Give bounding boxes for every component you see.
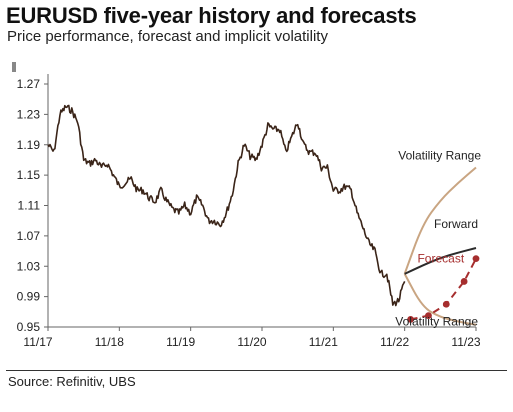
x-tick-label: 11/23 — [451, 335, 480, 349]
chart-subtitle: Price performance, forecast and implicit… — [7, 28, 328, 45]
forecast-point — [425, 312, 432, 320]
plot-area — [47, 104, 480, 326]
eurusd-chart: 1.271.231.191.151.111.071.030.990.9511/1… — [12, 62, 481, 349]
y-axis-marker — [12, 62, 16, 72]
history-line — [47, 104, 406, 307]
annotations: Volatility Range Forward Forecast Volatilit… — [395, 149, 481, 329]
x-tick-label: 11/19 — [166, 335, 195, 349]
forecast-line — [410, 258, 477, 321]
y-tick-label: 0.99 — [17, 290, 41, 304]
forward-line — [404, 247, 477, 275]
y-tick-label: 1.27 — [17, 77, 41, 91]
forecast-point — [460, 278, 468, 285]
x-tick-label: 11/21 — [309, 335, 338, 349]
label-forecast: Forecast — [417, 252, 464, 266]
y-tick-label: 1.03 — [17, 259, 41, 273]
label-forward: Forward — [434, 217, 478, 231]
y-tick-label: 1.19 — [17, 138, 41, 152]
x-tick-label: 11/22 — [380, 335, 409, 349]
volatility-lower-line — [403, 273, 477, 326]
label-volatility-lower: Volatility Range — [395, 315, 478, 329]
label-volatility-upper: Volatility Range — [398, 149, 481, 163]
y-tick-label: 1.23 — [17, 107, 41, 121]
volatility-upper-line — [403, 166, 477, 275]
x-tick-label: 11/17 — [23, 335, 52, 349]
source-note: Source: Refinitiv, UBS — [8, 374, 136, 389]
y-tick-label: 1.11 — [18, 199, 41, 213]
x-tick-label: 11/20 — [237, 335, 266, 349]
x-tick-label: 11/18 — [95, 335, 124, 349]
forecast-point — [472, 255, 480, 263]
y-tick-label: 1.15 — [17, 168, 41, 182]
y-tick-label: 0.95 — [17, 320, 41, 334]
y-tick-label: 1.07 — [17, 229, 41, 243]
forecast-point — [407, 316, 415, 323]
footer-rule — [6, 370, 507, 371]
chart-title: EURUSD five-year history and forecasts — [6, 3, 417, 28]
forecast-point — [442, 300, 450, 308]
axes: 1.271.231.191.151.111.071.030.990.9511/1… — [12, 62, 481, 349]
